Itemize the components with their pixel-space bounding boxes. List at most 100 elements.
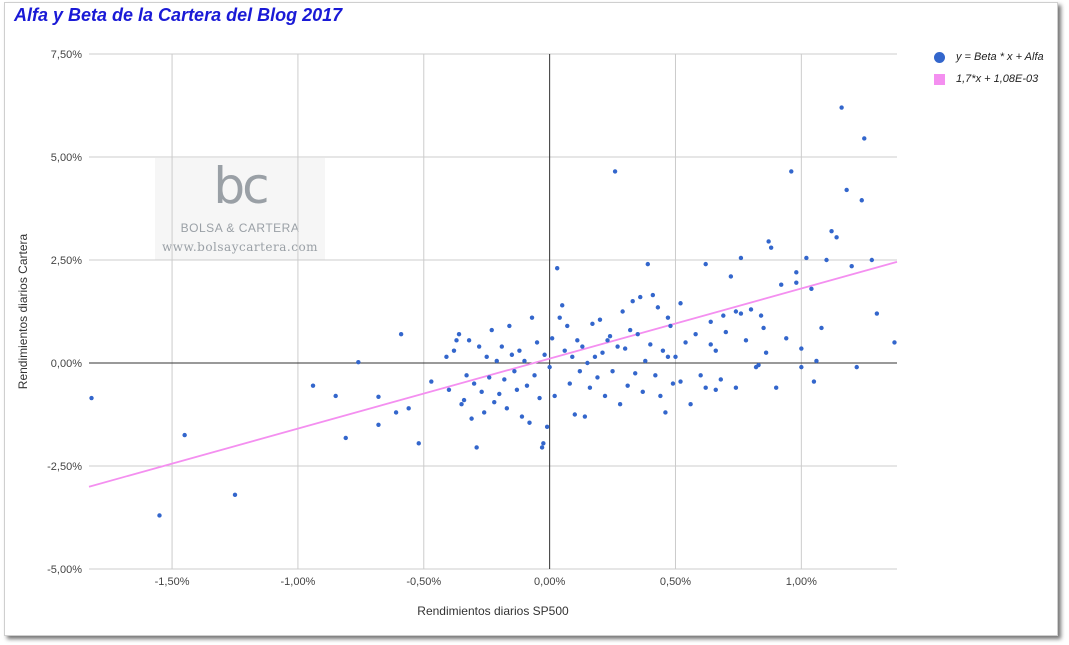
data-point xyxy=(544,424,550,430)
x-tick-label: -0,50% xyxy=(406,576,441,588)
data-point xyxy=(182,432,187,438)
data-point xyxy=(643,358,648,364)
data-point xyxy=(859,198,864,203)
data-point xyxy=(678,379,683,384)
data-point xyxy=(466,338,472,343)
data-point xyxy=(487,375,492,380)
data-point xyxy=(761,325,766,331)
data-point xyxy=(738,255,744,261)
data-point xyxy=(376,394,381,399)
data-point xyxy=(728,274,734,279)
data-point xyxy=(356,359,361,365)
data-point xyxy=(784,336,789,341)
data-point xyxy=(670,381,676,386)
legend: y = Beta * x + Alfa 1,7*x + 1,08E-03 xyxy=(934,46,1044,90)
data-point xyxy=(481,410,487,415)
data-point xyxy=(854,364,859,370)
data-point xyxy=(512,369,517,374)
data-point xyxy=(738,311,744,316)
data-point xyxy=(454,338,459,343)
data-point xyxy=(595,375,600,380)
data-point xyxy=(743,338,749,343)
data-point xyxy=(748,307,754,312)
data-point xyxy=(625,383,630,388)
legend-item-points: y = Beta * x + Alfa xyxy=(934,46,1044,68)
data-point xyxy=(532,373,537,378)
data-point xyxy=(633,371,638,376)
data-point xyxy=(232,492,238,498)
x-tick-label: -1,00% xyxy=(280,576,315,588)
data-point xyxy=(592,354,598,360)
data-point xyxy=(703,261,708,267)
data-point xyxy=(529,315,535,320)
data-point xyxy=(733,385,739,390)
data-point xyxy=(617,402,623,407)
data-point xyxy=(660,348,666,353)
data-point xyxy=(763,350,769,355)
data-point xyxy=(799,346,804,351)
y-tick-label: 0,00% xyxy=(51,358,82,370)
data-point xyxy=(834,235,839,240)
data-point xyxy=(678,301,683,306)
x-tick-label: 1,00% xyxy=(786,576,817,588)
data-point xyxy=(580,344,585,349)
data-point xyxy=(444,354,449,360)
data-point xyxy=(658,393,663,399)
data-point xyxy=(554,266,560,271)
data-point xyxy=(862,136,867,141)
data-point xyxy=(542,352,547,357)
data-point xyxy=(635,331,640,337)
data-point xyxy=(688,402,693,407)
data-point xyxy=(620,309,625,314)
data-point xyxy=(565,323,570,329)
data-point xyxy=(655,305,661,310)
data-point xyxy=(809,286,814,292)
x-axis-title: Rendimientos diarios SP500 xyxy=(417,604,569,618)
legend-label-points: y = Beta * x + Alfa xyxy=(956,51,1044,63)
y-tick-label: 2,50% xyxy=(51,255,82,267)
data-point xyxy=(794,270,799,275)
chart-title: Alfa y Beta de la Cartera del Blog 2017 xyxy=(14,5,343,25)
data-point xyxy=(541,441,546,446)
data-point xyxy=(489,327,494,333)
data-point xyxy=(648,342,653,347)
data-point xyxy=(502,377,507,382)
data-point xyxy=(758,313,764,318)
data-point xyxy=(673,354,678,360)
data-point xyxy=(874,311,880,316)
data-point xyxy=(406,406,411,411)
data-point xyxy=(723,329,729,335)
data-point xyxy=(476,344,482,349)
data-point xyxy=(451,348,457,353)
data-point xyxy=(713,348,718,353)
data-point xyxy=(471,381,477,386)
data-point xyxy=(615,344,620,349)
data-point xyxy=(799,364,804,370)
legend-item-trendline: 1,7*x + 1,08E-03 xyxy=(934,68,1044,90)
data-point xyxy=(562,348,567,353)
data-point xyxy=(708,319,713,324)
data-point xyxy=(333,393,338,399)
data-point xyxy=(560,303,565,308)
data-point xyxy=(819,325,824,331)
data-point xyxy=(557,315,562,320)
data-point xyxy=(582,414,588,419)
data-point xyxy=(814,358,819,364)
data-point xyxy=(602,393,608,399)
legend-swatch-trendline xyxy=(934,73,945,85)
data-point xyxy=(504,406,510,411)
data-point xyxy=(693,331,698,337)
data-point xyxy=(474,445,479,450)
y-tick-label: 5,00% xyxy=(51,152,82,164)
data-point xyxy=(721,313,726,318)
data-point xyxy=(766,239,771,244)
data-point xyxy=(547,364,552,370)
data-point xyxy=(509,352,515,357)
data-point xyxy=(612,169,618,174)
data-point xyxy=(539,445,545,450)
data-point xyxy=(416,441,421,446)
data-point xyxy=(645,261,651,267)
data-point xyxy=(839,105,844,110)
y-axis-title: Rendimientos diarios Cartera xyxy=(16,233,30,389)
